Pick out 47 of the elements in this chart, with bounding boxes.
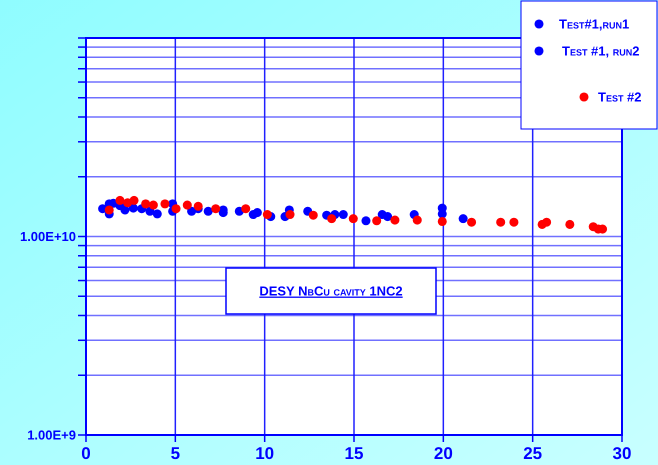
- point: [241, 204, 250, 214]
- point: [130, 196, 139, 205]
- point: [194, 202, 203, 211]
- note-box: DESY NbCu cavity 1NC2: [225, 267, 437, 315]
- point: [338, 210, 348, 220]
- point: [383, 212, 392, 222]
- point: [361, 216, 370, 226]
- point: [390, 216, 400, 225]
- point: [211, 204, 220, 214]
- x-tick-label: 20: [434, 444, 453, 463]
- x-tick-label: 10: [255, 444, 274, 463]
- x-tick-label: 30: [612, 444, 632, 463]
- point: [565, 220, 574, 229]
- point: [262, 210, 272, 220]
- point: [308, 210, 318, 220]
- point: [509, 218, 518, 227]
- x-tick-label: 0: [81, 444, 91, 463]
- point: [412, 216, 422, 225]
- annotation: DESY NbCu cavity 1NC2: [259, 284, 403, 299]
- point: [286, 210, 295, 220]
- point: [115, 196, 124, 205]
- point: [348, 214, 358, 224]
- point: [458, 214, 468, 224]
- x-tick-label: 5: [170, 444, 180, 463]
- point: [152, 209, 162, 218]
- point: [467, 218, 476, 227]
- legend-label: Test #2: [598, 90, 642, 105]
- x-tick-label: 25: [523, 444, 542, 463]
- point: [104, 205, 114, 214]
- point: [141, 199, 150, 208]
- point: [438, 217, 447, 226]
- y-tick-label: 1.00E+9: [27, 428, 76, 443]
- y-tick-label: 1.00E+10: [20, 229, 76, 244]
- point: [372, 216, 382, 226]
- point: [148, 200, 158, 210]
- point: [172, 204, 181, 214]
- point: [542, 218, 552, 227]
- legend-label: Test#1,run1: [559, 16, 630, 32]
- point: [120, 205, 130, 214]
- point: [204, 206, 213, 216]
- x-tick-label: 15: [344, 444, 364, 463]
- point: [496, 218, 506, 227]
- legend-label: Test #1, run2: [562, 44, 640, 59]
- point: [327, 214, 336, 224]
- point: [252, 208, 262, 218]
- point: [182, 200, 192, 210]
- point: [160, 199, 170, 208]
